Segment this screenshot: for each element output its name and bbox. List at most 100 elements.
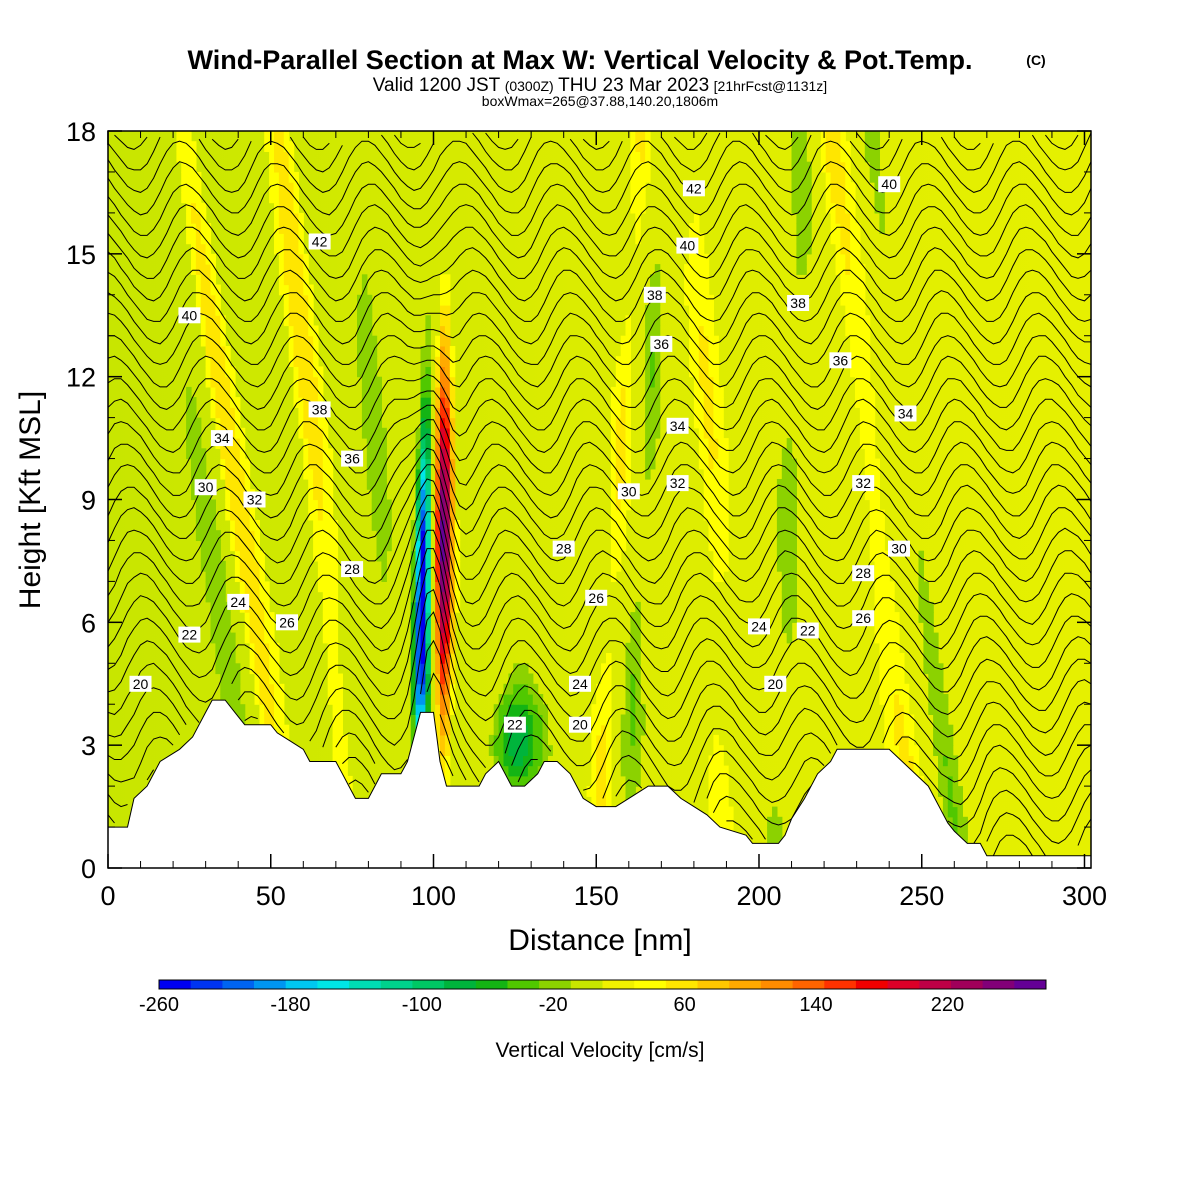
velocity-cell xyxy=(942,745,949,756)
velocity-cell xyxy=(342,745,348,756)
velocity-cell xyxy=(191,407,197,419)
velocity-cell xyxy=(420,581,426,593)
velocity-cell xyxy=(933,663,939,675)
velocity-cell xyxy=(225,499,231,511)
velocity-cell xyxy=(586,786,592,797)
velocity-cell xyxy=(713,560,719,572)
velocity-cell xyxy=(420,663,426,675)
theta-label-box xyxy=(666,417,689,434)
velocity-cell xyxy=(703,366,710,378)
velocity-cell xyxy=(947,734,954,746)
velocity-cell xyxy=(361,315,368,327)
colorbar-tick-label: -20 xyxy=(539,994,568,1016)
velocity-cell xyxy=(781,458,788,470)
velocity-cell xyxy=(440,479,446,490)
velocity-cell xyxy=(420,653,426,664)
velocity-cell xyxy=(322,468,329,480)
velocity-cell xyxy=(601,734,607,746)
velocity-cell xyxy=(781,468,788,480)
colorbar-swatch xyxy=(380,980,413,989)
velocity-cell xyxy=(864,315,871,327)
velocity-cell xyxy=(420,438,426,449)
velocity-cell xyxy=(415,499,422,511)
velocity-cell xyxy=(420,520,426,531)
velocity-cell xyxy=(508,683,514,695)
velocity-cell xyxy=(781,520,788,531)
velocity-cell xyxy=(625,724,631,736)
velocity-cell xyxy=(234,458,241,470)
velocity-cell xyxy=(840,141,846,152)
theta-label: 22 xyxy=(182,627,198,643)
colorbar-tick-label: 140 xyxy=(799,994,832,1016)
velocity-cell xyxy=(332,632,339,644)
theta-label: 32 xyxy=(247,492,263,508)
velocity-cell xyxy=(308,448,314,460)
velocity-cell xyxy=(899,734,905,746)
velocity-cell xyxy=(327,683,334,695)
theta-label: 20 xyxy=(572,717,588,733)
velocity-cell xyxy=(234,509,241,521)
velocity-cell xyxy=(425,540,431,552)
velocity-cell xyxy=(313,468,319,480)
velocity-cell xyxy=(923,632,929,644)
velocity-cell xyxy=(449,509,456,521)
velocity-cell xyxy=(440,386,446,398)
velocity-cell xyxy=(225,509,231,521)
velocity-cell xyxy=(435,560,441,572)
velocity-cell xyxy=(293,264,299,275)
velocity-cell xyxy=(410,673,417,685)
velocity-cell xyxy=(879,212,885,224)
velocity-cell xyxy=(928,632,934,644)
velocity-cell xyxy=(264,673,270,685)
velocity-cell xyxy=(303,448,309,460)
velocity-cell xyxy=(371,520,378,531)
velocity-cell xyxy=(713,550,719,562)
velocity-cell xyxy=(654,366,661,378)
velocity-cell xyxy=(425,315,431,327)
velocity-cell xyxy=(249,663,256,675)
velocity-cell xyxy=(200,448,207,460)
velocity-cell xyxy=(518,755,524,767)
velocity-cell xyxy=(303,427,309,439)
velocity-cell xyxy=(440,622,446,634)
velocity-cell xyxy=(830,141,837,152)
velocity-cell xyxy=(508,673,514,685)
velocity-cell xyxy=(855,223,861,234)
velocity-cell xyxy=(322,499,329,511)
velocity-cell xyxy=(440,745,446,756)
velocity-cell xyxy=(859,325,866,337)
velocity-cell xyxy=(420,642,426,654)
velocity-cell xyxy=(859,335,866,347)
velocity-cell xyxy=(361,274,368,286)
velocity-cell xyxy=(874,499,880,511)
velocity-cell xyxy=(444,417,451,429)
velocity-cell xyxy=(879,632,885,644)
velocity-cell xyxy=(899,724,905,736)
velocity-cell xyxy=(191,171,197,183)
velocity-cell xyxy=(283,274,290,286)
velocity-cell xyxy=(210,612,216,623)
velocity-cell xyxy=(435,448,441,460)
colorbar-swatch xyxy=(665,980,699,989)
velocity-cell xyxy=(327,601,334,613)
velocity-cell xyxy=(654,376,661,388)
velocity-cell xyxy=(708,458,714,470)
velocity-cell xyxy=(654,356,661,367)
velocity-cell xyxy=(278,233,285,245)
velocity-cell xyxy=(381,540,387,552)
velocity-cell xyxy=(425,448,431,460)
velocity-cell xyxy=(366,397,373,408)
colorbar-swatch xyxy=(760,980,794,989)
velocity-cell xyxy=(371,458,378,470)
velocity-cell xyxy=(425,520,431,531)
velocity-cell xyxy=(274,704,280,715)
velocity-cell xyxy=(698,243,705,255)
velocity-cell xyxy=(918,550,924,562)
velocity-cell xyxy=(806,223,812,234)
velocity-cell xyxy=(449,663,456,675)
theta-label: 24 xyxy=(230,594,246,610)
velocity-cell xyxy=(625,786,631,797)
velocity-cell xyxy=(293,315,299,327)
velocity-cell xyxy=(796,233,802,245)
velocity-cell xyxy=(254,612,260,623)
